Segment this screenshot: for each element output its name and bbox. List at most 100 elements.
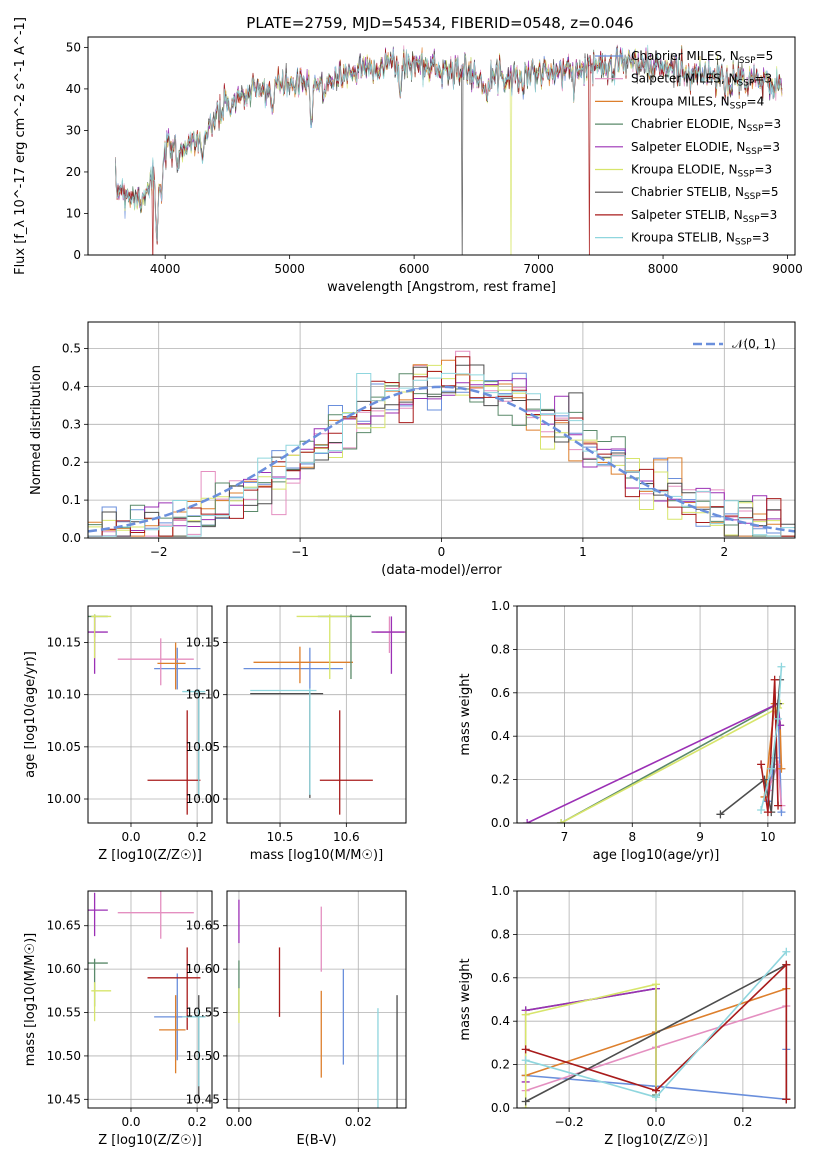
y-tick-label: 10.15: [186, 636, 220, 650]
x-tick-label: 0.0: [646, 1115, 665, 1129]
y-tick-label: 0: [73, 248, 81, 262]
x-axis-label: E(B-V): [296, 1133, 336, 1148]
weight-line: [525, 962, 788, 1100]
y-tick-label: 10.15: [47, 636, 81, 650]
histogram-series: [88, 364, 795, 537]
weight-marker: [782, 960, 791, 969]
x-tick-label: 0.00: [226, 1115, 253, 1129]
y-tick-label: 0.0: [491, 816, 510, 830]
axes-frame: [516, 605, 796, 824]
x-tick-label: 9000: [772, 262, 803, 276]
plot-area: [115, 44, 783, 255]
x-axis-label: (data-model)/error: [381, 563, 502, 578]
y-tick-label: 0.4: [62, 379, 81, 393]
plot-area: [88, 891, 212, 1108]
weight-marker: [767, 764, 776, 773]
panel-4: 10.5 10.6 10.00 10.05 10.10 10.15 mass [log10(…: [186, 605, 407, 863]
weight-marker: [774, 801, 783, 810]
y-tick-label: 0.8: [491, 642, 510, 656]
legend-entry: Salpeter MILES, NSSP=3: [631, 72, 772, 89]
y-tick-label: 0.2: [491, 773, 510, 787]
weight-marker: [760, 775, 769, 784]
y-tick-label: 10.50: [47, 1049, 81, 1063]
axes-frame: [87, 321, 796, 539]
plot-area: [227, 606, 406, 823]
weight-marker: [521, 1010, 530, 1019]
x-tick-label: −0.2: [555, 1115, 584, 1129]
weight-marker: [521, 1097, 530, 1106]
weight-marker: [521, 1056, 530, 1065]
panel-6: 0.0 0.2 10.45 10.50 10.55 10.60 10.65 Z [log10(…: [23, 890, 213, 1148]
axes-frame: [226, 605, 407, 824]
panel-3: 0.0 0.2 10.00 10.05 10.10 10.15 Z [log10(Z/Z☉)…: [23, 605, 213, 863]
x-tick-label: 0.0: [121, 1115, 140, 1129]
figure-title: PLATE=2759, MJD=54534, FIBERID=0548, z=0…: [246, 14, 633, 32]
weight-marker: [782, 947, 791, 956]
y-tick-label: 10.65: [186, 919, 220, 933]
weight-marker: [523, 819, 532, 823]
legend-entry: Chabrier MILES, NSSP=5: [631, 49, 773, 66]
x-tick-label: 0: [438, 545, 446, 559]
y-tick-label: 10.60: [186, 962, 220, 976]
y-axis-label: Normed distribution: [29, 365, 44, 495]
x-tick-label: 7: [561, 830, 569, 844]
legend-entry: Chabrier STELIB, NSSP=5: [631, 185, 779, 202]
y-tick-label: 10.55: [47, 1006, 81, 1020]
weight-line: [524, 987, 657, 1091]
y-tick-label: 10.00: [47, 792, 81, 806]
weight-line: [760, 666, 783, 811]
panel-8: −0.2 0.0 0.2 0.0 0.2 0.4 0.6 0.8 1.0 Z [log10(Z/Z…: [458, 884, 796, 1148]
weight-marker: [782, 1095, 791, 1104]
y-tick-label: 10.10: [47, 688, 81, 702]
y-tick-label: 0.0: [491, 1101, 510, 1115]
legend-entry: Salpeter STELIB, NSSP=3: [631, 208, 777, 225]
panel-5: 7 8 9 10 0.0 0.2 0.4 0.6 0.8 1.0 age [log10(age/yr…: [458, 599, 796, 863]
x-tick-label: 1: [579, 545, 587, 559]
y-axis-label: mass weight: [458, 673, 473, 755]
weight-marker: [774, 714, 783, 723]
y-tick-label: 10.45: [47, 1092, 81, 1106]
x-tick-label: 8: [628, 830, 636, 844]
y-tick-label: 30: [66, 123, 81, 137]
y-tick-label: 1.0: [491, 599, 510, 613]
panel-1: 4000 5000 6000 7000 8000 9000 0 10 20 30 40 50 wavel…: [13, 17, 803, 295]
y-tick-label: 50: [66, 40, 81, 54]
legend-entry: Chabrier ELODIE, NSSP=3: [631, 117, 781, 134]
axes-frame: [87, 890, 213, 1109]
y-tick-label: 10.60: [47, 962, 81, 976]
x-tick-label: −2: [150, 545, 168, 559]
axes-frame: [87, 36, 796, 256]
plot-area: [88, 606, 212, 823]
weight-marker: [757, 760, 766, 769]
x-tick-label: −1: [291, 545, 309, 559]
y-tick-label: 0.3: [62, 417, 81, 431]
x-tick-label: 0.02: [345, 1115, 372, 1129]
y-tick-label: 10.50: [186, 1049, 220, 1063]
axes-frame: [87, 605, 213, 824]
axes-frame: [516, 890, 796, 1109]
weight-marker: [770, 675, 779, 684]
x-axis-label: Z [log10(Z/Z☉)]: [98, 848, 202, 863]
weight-marker: [757, 805, 766, 814]
x-tick-label: 7000: [523, 262, 554, 276]
y-axis-label: mass weight: [458, 958, 473, 1040]
legend-entry: 𝒩(0, 1): [732, 337, 776, 351]
x-axis-label: Z [log10(Z/Z☉)]: [604, 1133, 708, 1148]
y-tick-label: 40: [66, 82, 81, 96]
x-tick-label: 9: [696, 830, 704, 844]
histogram-series: [88, 372, 795, 537]
x-axis-label: Z [log10(Z/Z☉)]: [98, 1133, 202, 1148]
y-tick-label: 0.6: [491, 971, 510, 985]
x-axis-label: wavelength [Angstrom, rest frame]: [327, 280, 556, 295]
y-tick-label: 1.0: [491, 884, 510, 898]
weight-marker: [777, 662, 786, 671]
x-tick-label: 0.2: [188, 830, 207, 844]
y-tick-label: 10.55: [186, 1006, 220, 1020]
x-tick-label: 4000: [150, 262, 181, 276]
y-tick-label: 0.0: [62, 531, 81, 545]
y-tick-label: 10.10: [186, 688, 220, 702]
plot-area: [88, 322, 795, 538]
y-axis-label: Flux [f_λ 10^-17 erg cm^-2 s^-1 A^-1]: [13, 17, 28, 275]
y-tick-label: 10.05: [186, 740, 220, 754]
x-tick-label: 5000: [274, 262, 305, 276]
